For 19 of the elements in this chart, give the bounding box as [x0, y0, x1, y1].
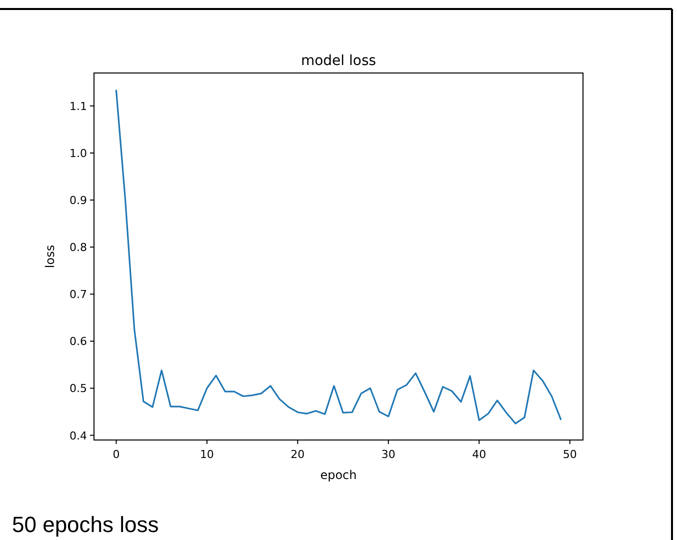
text: 50 epochs loss — [12, 512, 159, 537]
y-tick-label: 0.7 — [70, 288, 87, 302]
y-tick-label: 1.0 — [70, 146, 87, 160]
x-axis-title: epoch — [320, 468, 357, 482]
y-axis-title: loss — [43, 244, 57, 268]
x-tick-label: 50 — [562, 448, 577, 461]
y-tick-label: 1.1 — [70, 100, 87, 113]
chart-title: model loss — [300, 53, 376, 69]
y-tick-label: 0.9 — [70, 194, 87, 208]
x-tick-label: 20 — [290, 448, 305, 461]
y-tick-label: 0.8 — [70, 241, 87, 254]
y-tick-label: 0.6 — [70, 335, 87, 348]
x-tick-label: 10 — [200, 448, 214, 461]
line-series — [115, 90, 562, 424]
y-tick-label: 0.5 — [70, 382, 87, 396]
y-tick-label: 0.4 — [70, 429, 87, 442]
x-tick-label: 30 — [381, 448, 396, 461]
x-tick-label: 40 — [472, 448, 486, 461]
x-tick-label: 0 — [112, 448, 120, 461]
